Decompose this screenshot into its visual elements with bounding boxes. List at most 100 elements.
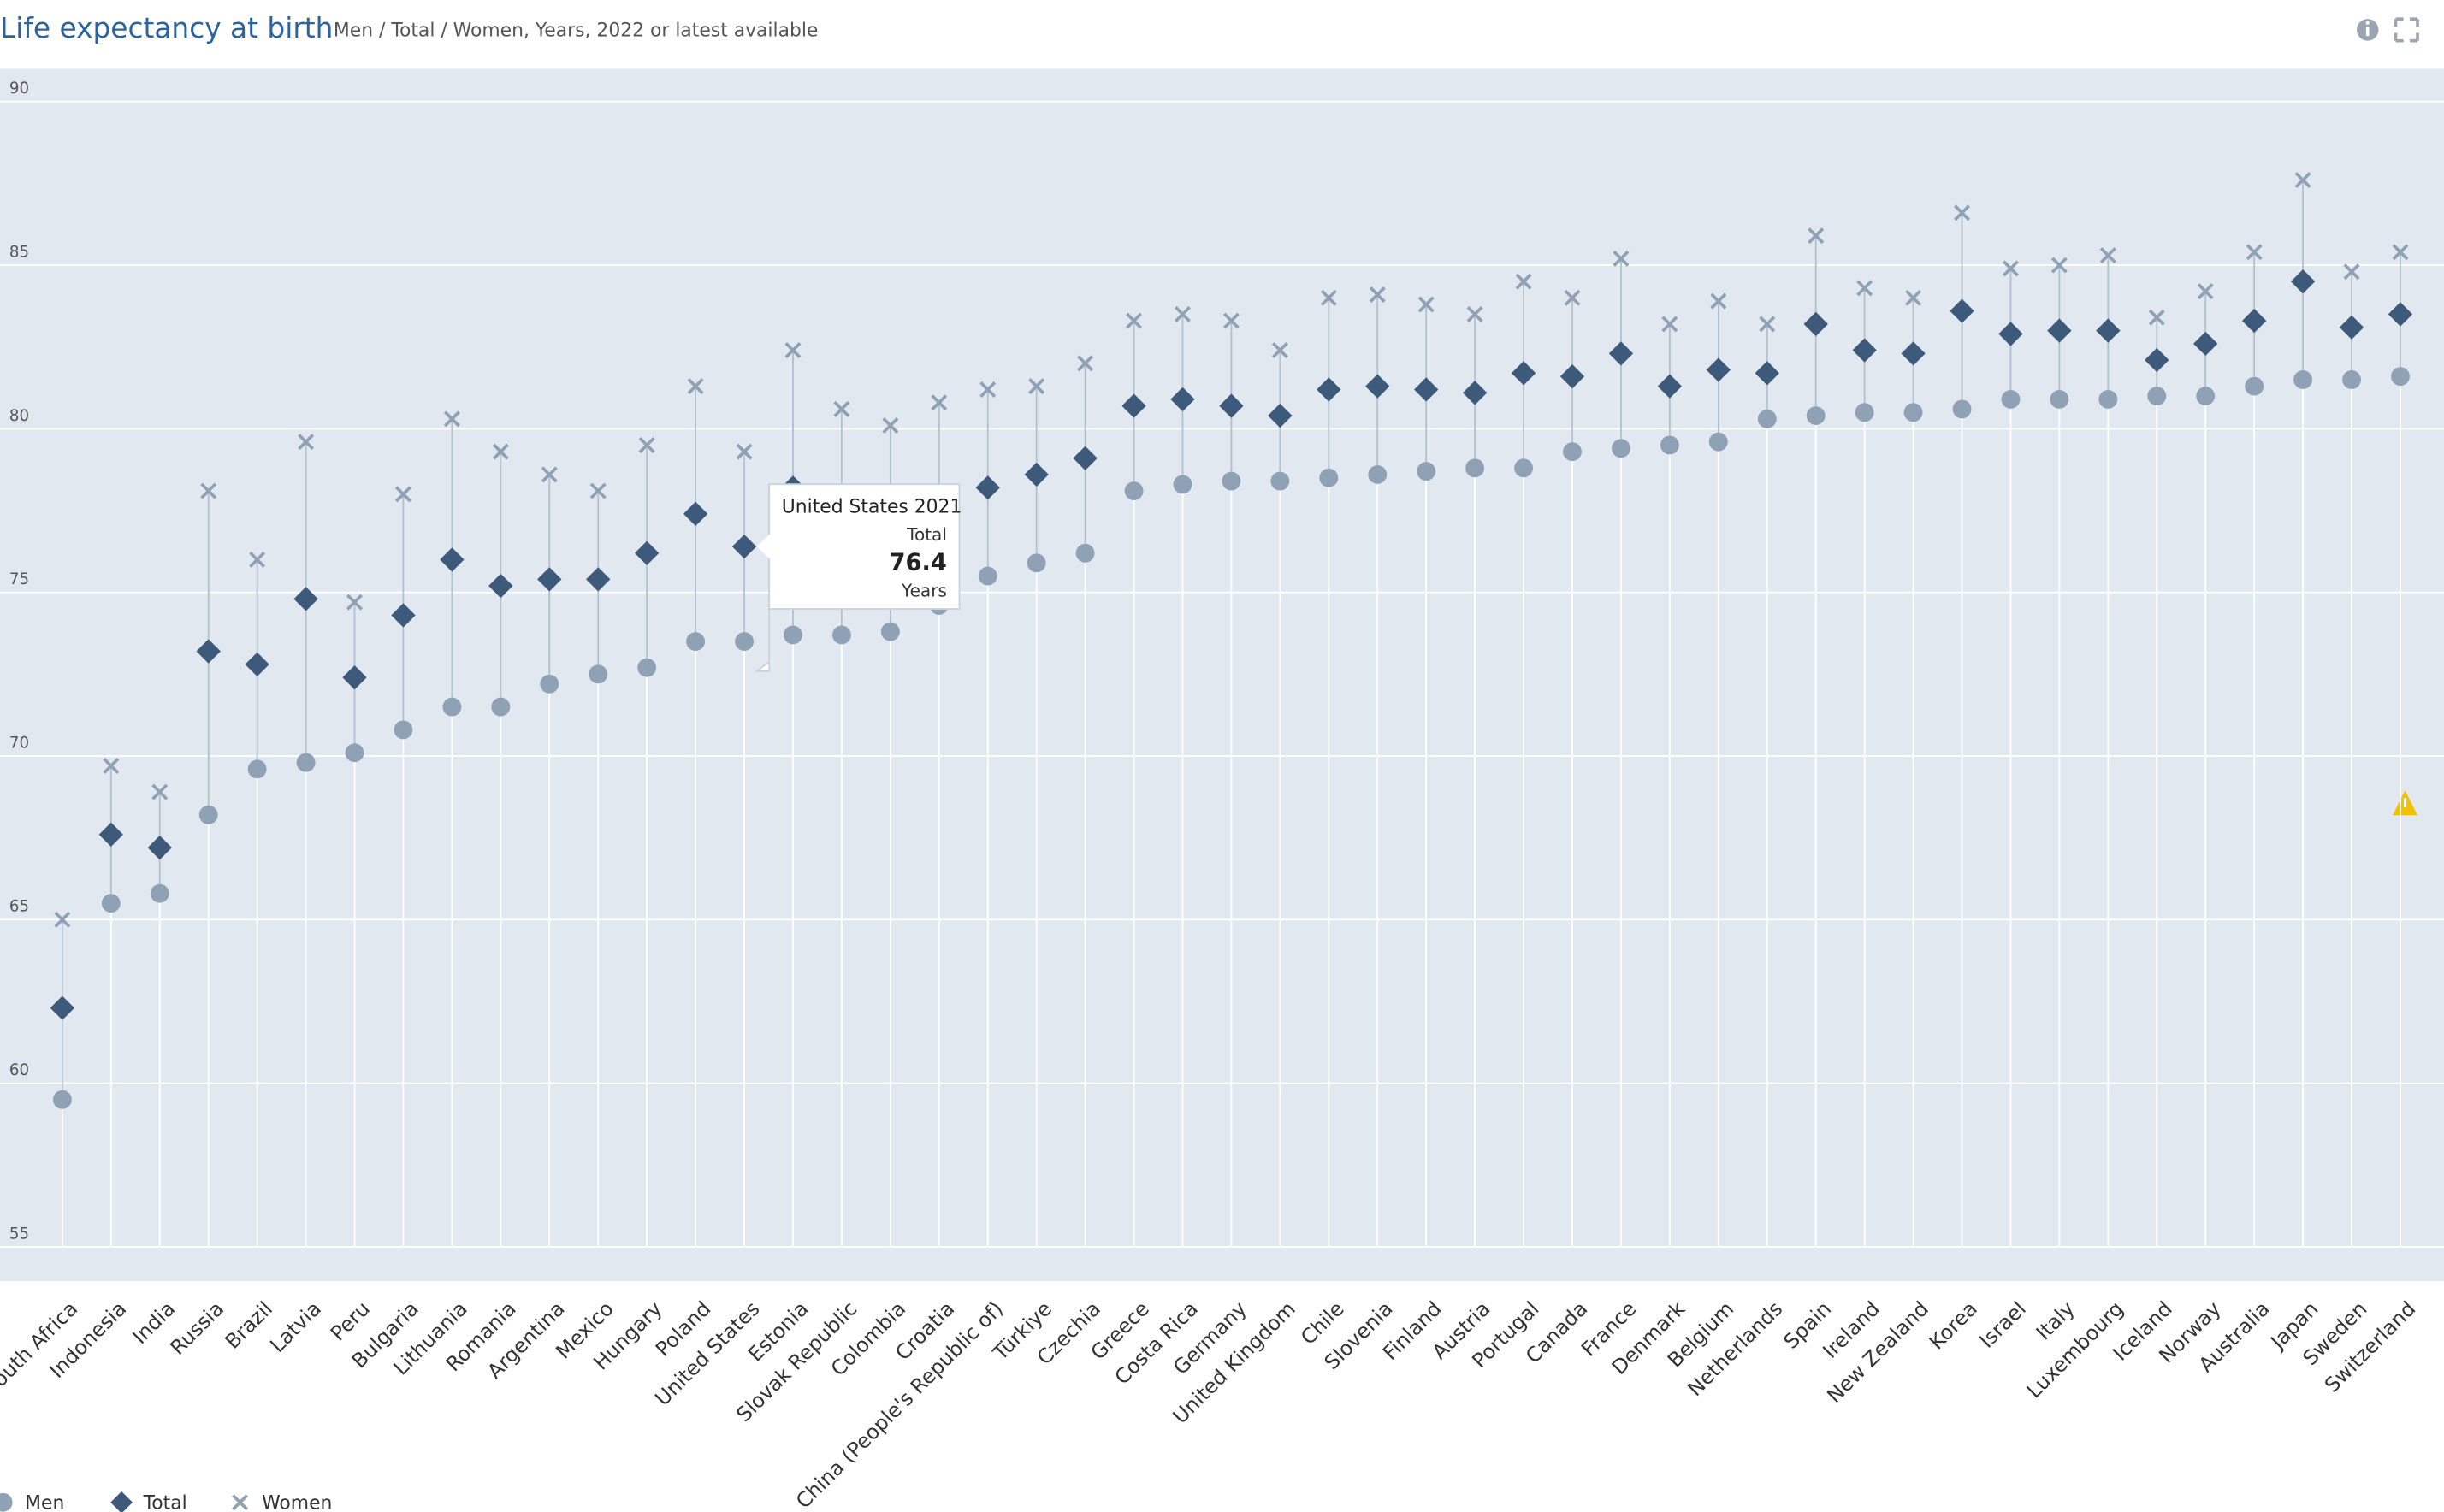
men-marker	[345, 743, 364, 763]
women-marker	[1710, 292, 1727, 310]
men-marker	[2391, 367, 2410, 387]
total-marker	[1608, 341, 1634, 366]
women-marker	[2002, 260, 2019, 277]
women-marker	[1613, 250, 1630, 267]
men-marker	[1124, 481, 1144, 500]
men-marker	[1075, 543, 1095, 563]
men-marker	[296, 753, 316, 772]
women-marker	[298, 434, 315, 451]
total-marker	[1511, 361, 1536, 386]
men-marker	[1319, 468, 1339, 487]
women-marker	[784, 342, 802, 359]
y-tick-label: 60	[9, 1061, 29, 1079]
men-marker	[2001, 389, 2021, 409]
women-marker	[979, 381, 997, 398]
women-marker	[1759, 316, 1776, 333]
women-marker	[2197, 283, 2214, 300]
women-marker	[1369, 286, 1386, 303]
women-marker	[1466, 305, 1483, 322]
women-marker	[394, 486, 411, 503]
men-marker	[1855, 403, 1874, 422]
men-marker	[1708, 432, 1728, 452]
men-marker	[2245, 376, 2264, 396]
total-marker	[1803, 311, 1828, 337]
y-tick-label: 55	[9, 1225, 29, 1243]
men-marker	[1563, 442, 1582, 462]
total-marker	[245, 652, 269, 677]
men-marker	[198, 805, 218, 824]
x-tick-label: Israel	[1974, 1296, 2031, 1353]
men-marker	[1757, 409, 1777, 428]
men-marker	[831, 625, 851, 645]
men-marker	[394, 720, 413, 740]
women-marker	[1808, 227, 1825, 245]
women-marker	[687, 378, 704, 395]
total-marker	[196, 639, 221, 664]
women-marker	[1077, 355, 1094, 372]
men-marker	[1806, 406, 1826, 425]
women-marker	[1175, 305, 1191, 322]
women-marker	[2099, 247, 2116, 264]
men-marker	[491, 697, 511, 717]
men-marker	[1660, 435, 1679, 455]
legend-symbol	[0, 1492, 13, 1512]
men-marker	[1027, 553, 1046, 573]
tooltip-title: United States 2021	[782, 497, 962, 518]
total-marker	[440, 547, 465, 572]
men-marker	[1952, 399, 1972, 419]
tooltip-series: Total	[906, 524, 947, 545]
women-marker	[151, 783, 169, 800]
women-marker	[1320, 289, 1337, 306]
chart-subtitle: Men / Total / Women, Years, 2022 or late…	[334, 21, 818, 42]
tooltip-unit: Years	[901, 580, 947, 600]
women-marker	[1271, 342, 1288, 359]
women-marker	[736, 443, 753, 460]
y-tick-label: 65	[9, 898, 29, 916]
y-tick-label: 85	[9, 243, 29, 261]
men-marker	[150, 883, 169, 903]
women-marker	[638, 437, 655, 453]
women-marker	[1954, 204, 1971, 221]
plot-background	[0, 68, 2444, 1282]
women-marker	[1028, 378, 1045, 395]
women-marker	[103, 757, 120, 774]
men-marker	[2293, 370, 2313, 389]
women-marker	[833, 400, 850, 417]
women-marker	[1661, 316, 1678, 333]
men-marker	[52, 1090, 72, 1109]
men-marker	[2342, 370, 2361, 389]
men-marker	[1465, 458, 1485, 478]
y-tick-label: 80	[9, 407, 29, 425]
women-marker	[443, 410, 460, 428]
legend-label: Total	[143, 1493, 187, 1512]
men-marker	[784, 625, 802, 645]
x-tick-label: Russia	[165, 1296, 228, 1360]
tooltip-body	[768, 483, 961, 610]
men-marker	[2098, 389, 2118, 409]
total-marker	[1657, 374, 1683, 399]
tooltip-value: 76.4	[889, 550, 946, 576]
men-marker	[2050, 389, 2069, 409]
expand-icon[interactable]	[2394, 17, 2419, 43]
women-marker	[931, 394, 948, 411]
men-marker	[101, 894, 121, 913]
legend-symbol	[232, 1494, 249, 1511]
men-marker	[2196, 387, 2216, 406]
women-marker	[1222, 312, 1240, 329]
men-marker	[589, 664, 608, 684]
legend-label: Men	[25, 1493, 64, 1512]
warning-icon	[2392, 790, 2418, 816]
women-marker	[1856, 280, 1873, 297]
legend-symbol	[110, 1491, 133, 1512]
men-marker	[1222, 471, 1241, 491]
women-marker	[1126, 312, 1143, 329]
women-marker	[249, 551, 266, 568]
men-marker	[247, 759, 267, 779]
total-marker	[1706, 357, 1731, 382]
women-marker	[200, 482, 217, 499]
men-marker	[1368, 465, 1388, 484]
men-marker	[978, 566, 997, 586]
men-marker	[1903, 403, 1923, 422]
x-tick-label: Latvia	[265, 1296, 326, 1357]
info-icon[interactable]	[2356, 19, 2379, 41]
